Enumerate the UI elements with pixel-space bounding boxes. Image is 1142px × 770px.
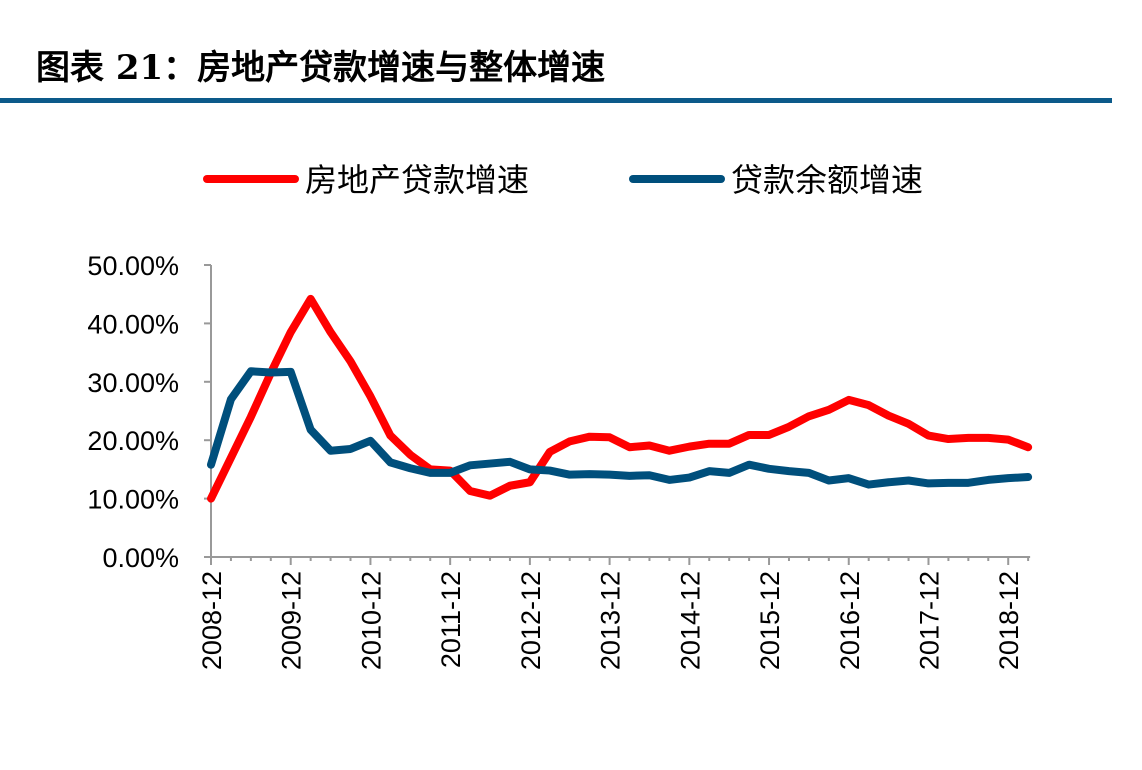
y-tick-label: 10.00% [87, 485, 179, 515]
x-tick-label: 2008-12 [197, 571, 227, 670]
x-tick-label: 2018-12 [994, 571, 1024, 670]
x-tick-label: 2010-12 [356, 571, 386, 670]
x-tick-label: 2012-12 [516, 571, 546, 670]
x-tick-label: 2016-12 [835, 571, 865, 670]
x-tick-label: 2017-12 [914, 571, 944, 670]
series-line-2 [207, 367, 1033, 489]
title-divider [0, 98, 1112, 103]
legend-label: 房地产贷款增速 [305, 161, 529, 199]
figure-title: 图表 21：房地产贷款增速与整体增速 [36, 48, 606, 88]
x-tick-label: 2014-12 [675, 571, 705, 670]
series-line-1 [207, 294, 1033, 503]
x-tick-label: 2013-12 [596, 571, 626, 670]
y-tick-label: 50.00% [87, 251, 179, 281]
y-tick-label: 40.00% [87, 309, 179, 339]
y-tick-label: 0.00% [102, 543, 179, 573]
y-tick-label: 30.00% [87, 368, 179, 398]
x-tick-label: 2011-12 [436, 571, 466, 668]
legend-label: 贷款余额增速 [731, 161, 923, 199]
x-tick-label: 2009-12 [277, 571, 307, 670]
x-tick-label: 2015-12 [755, 571, 785, 670]
y-tick-label: 20.00% [87, 426, 179, 456]
